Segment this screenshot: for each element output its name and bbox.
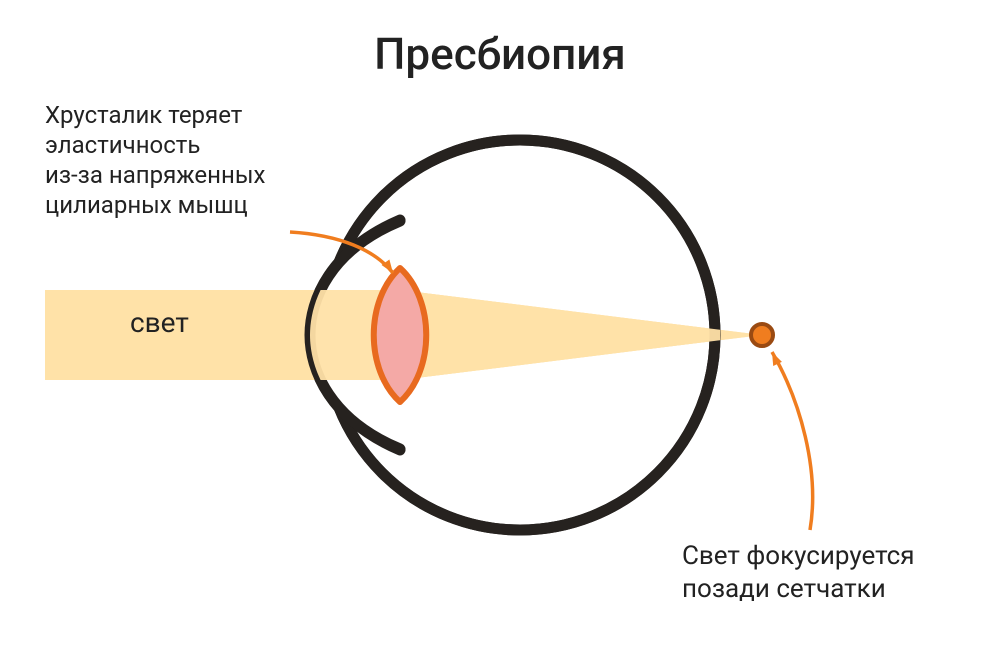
eye-lens (374, 268, 427, 402)
focus-point (751, 324, 773, 346)
lens-annotation-text: Хрусталик теряетэластичностьиз-за напряж… (45, 100, 265, 220)
light-label: свет (130, 305, 189, 340)
focus-annotation-text: Свет фокусируетсяпозади сетчатки (682, 540, 915, 605)
focus-annotation-arrow (772, 352, 813, 530)
diagram-stage: Пресбиопия свет Хру (0, 0, 1000, 646)
